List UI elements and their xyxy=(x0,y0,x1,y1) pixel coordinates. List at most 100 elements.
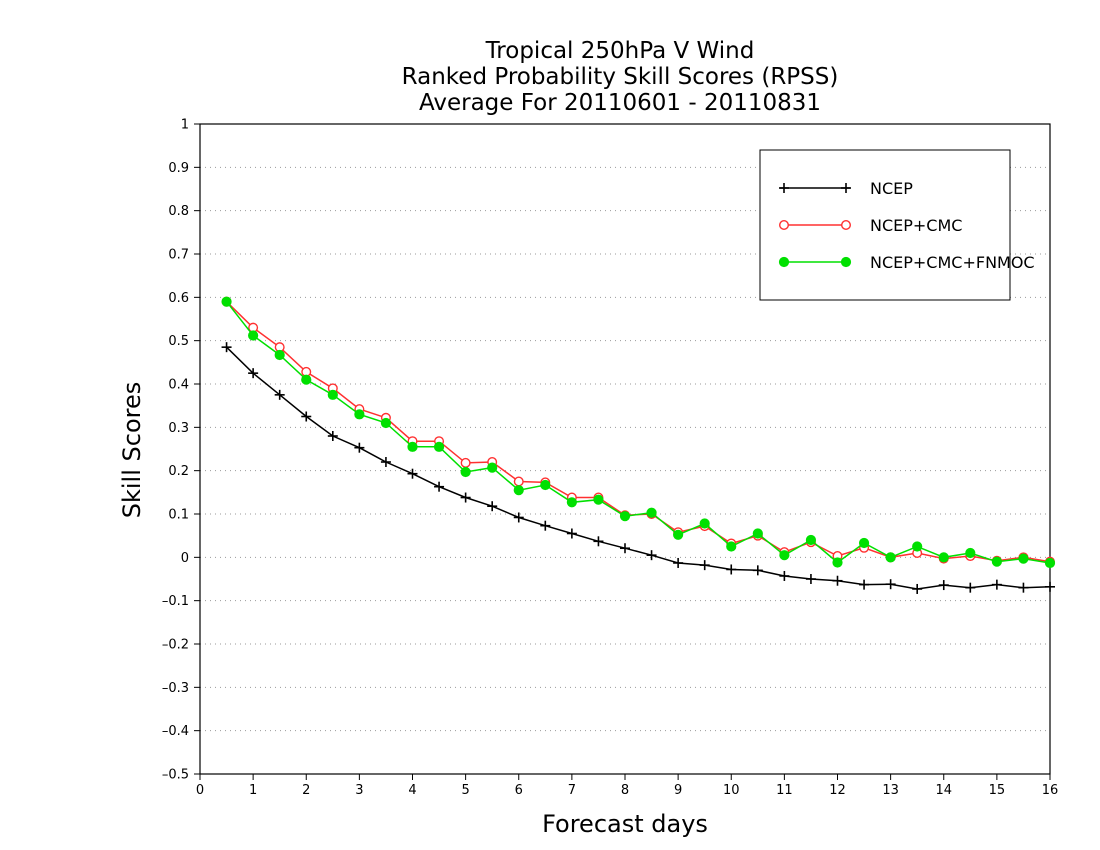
data-point-ncep-cmc-fnmoc xyxy=(433,441,445,452)
y-tick-label: 0.7 xyxy=(168,248,189,263)
data-point-ncep-cmc-fnmoc xyxy=(221,296,232,307)
x-tick-label: 5 xyxy=(461,783,469,798)
data-point-ncep-cmc-fnmoc xyxy=(487,462,498,473)
y-tick-label: 0.6 xyxy=(168,291,189,306)
data-point-ncep xyxy=(566,528,577,539)
y-tick-label: –0.3 xyxy=(162,681,189,696)
data-point-ncep-cmc-fnmoc xyxy=(407,441,418,452)
data-point-ncep-cmc-fnmoc xyxy=(460,466,471,478)
axis-ticks: 1 0.9 0.8 0.7 0.6 0.5 0.4 0.3 0.2 0.1 0 –0.1 –0.2 –0.… xyxy=(162,118,1058,799)
chart-title-line-3: Average For 20110601 - 20110831 xyxy=(418,90,822,116)
y-tick-label: 0.9 xyxy=(168,161,189,176)
data-point-ncep-cmc-fnmoc xyxy=(513,485,524,496)
data-point-ncep xyxy=(779,570,790,581)
data-point-ncep xyxy=(965,582,976,593)
data-point-ncep-cmc-fnmoc xyxy=(991,556,1002,567)
y-tick-label: 0.5 xyxy=(168,334,189,349)
x-axis-label: Forecast days xyxy=(542,810,708,838)
data-point-ncep-cmc-fnmoc xyxy=(912,541,923,552)
x-tick-label: 14 xyxy=(935,783,952,798)
y-axis-label: Skill Scores xyxy=(118,381,146,519)
data-point-ncep-cmc-fnmoc xyxy=(1018,553,1029,564)
legend-label: NCEP+CMC+FNMOC xyxy=(870,253,1035,272)
data-point-ncep-cmc-fnmoc xyxy=(885,552,896,563)
y-tick-label: –0.4 xyxy=(162,724,189,739)
data-point-ncep xyxy=(301,411,312,422)
series-layer xyxy=(221,296,1056,594)
data-point-ncep-cmc xyxy=(513,476,524,487)
x-tick-label: 6 xyxy=(515,783,523,798)
legend-entry-ncep-cmc-fnmoc: NCEP+CMC+FNMOC xyxy=(778,253,1035,272)
data-point-ncep xyxy=(859,579,870,590)
legend-label: NCEP+CMC xyxy=(870,216,962,235)
data-point-ncep-cmc-fnmoc xyxy=(619,511,631,522)
data-point-ncep xyxy=(354,442,365,453)
legend: NCEP NCEP+CMC NCEP+CMC+FNMOC xyxy=(759,149,1035,301)
data-point-ncep xyxy=(752,565,763,576)
data-point-ncep-cmc-fnmoc xyxy=(699,518,710,529)
data-point-ncep-cmc-fnmoc xyxy=(566,497,577,508)
data-point-ncep xyxy=(487,501,498,512)
series-ncep xyxy=(221,342,1055,594)
data-point-ncep xyxy=(407,468,418,479)
data-point-ncep-cmc xyxy=(460,457,471,468)
data-point-ncep-cmc-fnmoc xyxy=(540,479,551,491)
data-point-ncep-cmc-fnmoc xyxy=(646,507,657,518)
data-point-ncep xyxy=(673,557,684,568)
x-tick-label: 15 xyxy=(989,783,1006,798)
data-point-ncep-cmc-fnmoc xyxy=(673,529,684,540)
data-point-ncep-cmc-fnmoc xyxy=(965,547,976,559)
legend-marker xyxy=(840,256,852,268)
y-tick-label: –0.1 xyxy=(162,594,189,609)
data-point-ncep xyxy=(885,579,896,590)
x-tick-label: 2 xyxy=(302,783,310,798)
data-point-ncep xyxy=(620,543,630,554)
x-tick-label: 4 xyxy=(408,783,416,798)
data-point-ncep xyxy=(380,457,391,467)
series-line-ncep xyxy=(226,346,1051,590)
x-tick-label: 9 xyxy=(674,783,682,798)
y-tick-label: 0 xyxy=(181,551,189,566)
data-point-ncep-cmc-fnmoc xyxy=(726,541,737,552)
legend-entry-ncep: NCEP xyxy=(779,179,913,198)
data-point-ncep-cmc-fnmoc xyxy=(779,550,790,561)
data-point-ncep-cmc-fnmoc xyxy=(752,528,763,539)
y-tick-label: –0.5 xyxy=(162,768,189,783)
data-point-ncep xyxy=(1018,582,1029,593)
legend-marker xyxy=(779,219,790,230)
y-tick-label: 0.8 xyxy=(168,204,189,219)
data-point-ncep xyxy=(327,431,338,441)
data-point-ncep xyxy=(248,368,259,379)
chart-title-line-1: Tropical 250hPa V Wind xyxy=(485,38,755,64)
data-point-ncep-cmc-fnmoc xyxy=(593,494,604,505)
x-tick-label: 12 xyxy=(829,783,846,798)
legend-marker xyxy=(841,219,852,230)
data-point-ncep xyxy=(991,579,1002,590)
series-ncep-cmc xyxy=(221,296,1055,567)
x-tick-label: 7 xyxy=(568,783,576,798)
data-point-ncep-cmc-fnmoc xyxy=(248,330,259,341)
chart-title-line-2: Ranked Probability Skill Scores (RPSS) xyxy=(401,64,839,90)
data-point-ncep xyxy=(726,564,737,575)
data-point-ncep-cmc-fnmoc xyxy=(1044,557,1056,569)
x-tick-label: 16 xyxy=(1042,783,1059,798)
data-point-ncep-cmc-fnmoc xyxy=(380,417,392,429)
data-point-ncep xyxy=(805,574,816,584)
y-tick-label: 1 xyxy=(181,118,189,133)
data-point-ncep xyxy=(832,575,843,586)
x-tick-label: 10 xyxy=(723,783,740,798)
legend-marker xyxy=(779,183,789,193)
data-point-ncep xyxy=(460,492,471,503)
data-point-ncep-cmc-fnmoc xyxy=(354,409,365,420)
x-tick-label: 3 xyxy=(355,783,363,798)
x-tick-label: 0 xyxy=(196,783,204,798)
x-tick-label: 1 xyxy=(249,783,257,798)
y-tick-label: –0.2 xyxy=(162,638,189,653)
data-point-ncep-cmc-fnmoc xyxy=(938,552,949,563)
data-point-ncep xyxy=(513,512,524,523)
data-point-ncep-cmc-fnmoc xyxy=(274,349,285,361)
data-point-ncep-cmc-fnmoc xyxy=(301,374,312,385)
data-point-ncep-cmc-fnmoc xyxy=(858,537,870,549)
data-point-ncep xyxy=(593,536,604,547)
x-tick-label: 13 xyxy=(882,783,899,798)
